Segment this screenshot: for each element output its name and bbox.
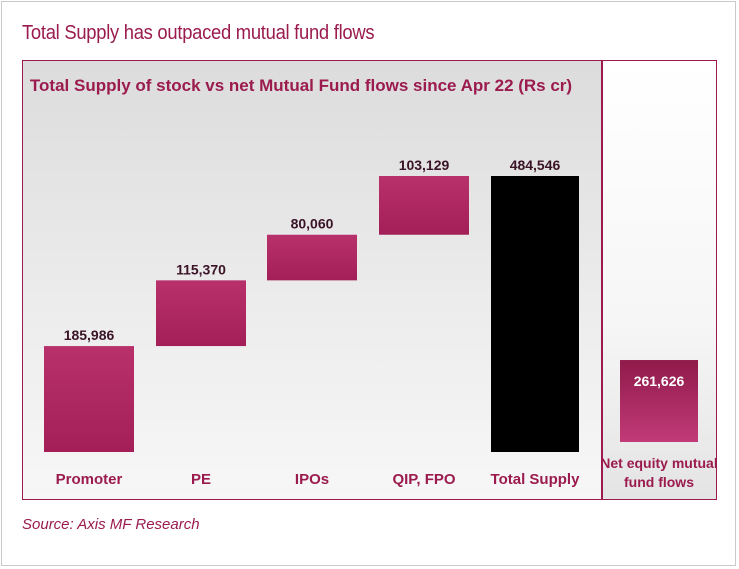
category-label: fund flows — [624, 474, 694, 490]
category-label: Promoter — [56, 471, 123, 488]
category-label: IPOs — [295, 471, 329, 488]
bar-promoter — [44, 346, 134, 452]
bar-ipos — [267, 234, 357, 281]
value-label: 103,129 — [399, 157, 450, 173]
category-label: PE — [191, 471, 211, 488]
value-label: 261,626 — [634, 373, 685, 389]
value-label: 80,060 — [291, 216, 334, 232]
category-label: Net equity mutual — [600, 455, 717, 471]
chart-subtitle: Total Supply of stock vs net Mutual Fund… — [29, 76, 573, 95]
bar-net-equity-mutual-fund-flows — [620, 360, 698, 442]
value-label: 185,986 — [64, 327, 115, 343]
value-label: 115,370 — [176, 261, 226, 277]
source-note: Source: Axis MF Research — [22, 516, 200, 533]
bar-pe — [156, 280, 246, 347]
bar-qip-fpo — [379, 176, 469, 235]
headline: Total Supply has outpaced mutual fund fl… — [22, 22, 375, 44]
value-label: 484,546 — [510, 157, 561, 173]
category-label: QIP, FPO — [392, 471, 455, 488]
bar-total-supply — [491, 176, 579, 452]
category-label: Total Supply — [491, 471, 581, 488]
